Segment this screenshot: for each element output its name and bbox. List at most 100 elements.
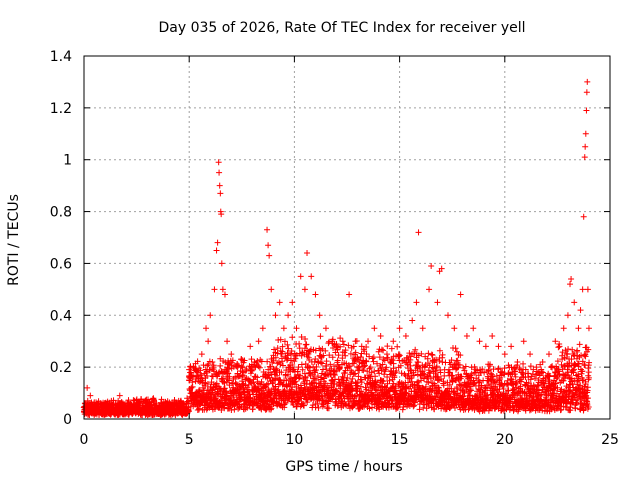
data-point	[229, 357, 236, 364]
data-point	[411, 402, 418, 409]
data-point	[581, 352, 588, 359]
data-point	[238, 363, 245, 370]
data-point-peak	[301, 286, 308, 293]
y-tick-label: 0	[63, 412, 72, 428]
data-point-peak	[184, 395, 191, 402]
data-point	[337, 335, 344, 342]
data-point	[292, 352, 299, 359]
data-point	[352, 349, 359, 356]
data-point	[286, 376, 293, 383]
data-point	[380, 377, 387, 384]
data-point	[467, 387, 474, 394]
data-point	[311, 358, 318, 365]
data-point	[330, 371, 337, 378]
data-point	[378, 346, 385, 353]
data-point	[272, 383, 279, 390]
data-point-peak	[426, 286, 433, 293]
data-point	[366, 405, 373, 412]
data-point	[386, 377, 393, 384]
data-point	[408, 378, 415, 385]
data-point	[205, 361, 212, 368]
data-point	[398, 370, 405, 377]
data-point	[448, 357, 455, 364]
data-point	[214, 373, 221, 380]
data-point-peak	[190, 364, 197, 371]
data-point-peak	[438, 265, 445, 272]
data-point-peak	[228, 351, 235, 358]
data-point	[580, 406, 587, 413]
data-point	[350, 343, 357, 350]
data-point-peak	[377, 333, 384, 340]
data-point-peak	[365, 338, 372, 345]
data-point	[225, 370, 232, 377]
data-point-peak	[218, 211, 225, 218]
data-point	[313, 363, 320, 370]
data-point	[452, 345, 459, 352]
data-point-peak	[188, 384, 195, 391]
data-point	[267, 403, 274, 410]
data-point	[239, 372, 246, 379]
data-point	[289, 334, 296, 341]
x-tick-label: 5	[185, 432, 194, 448]
data-point-peak	[582, 130, 589, 137]
data-point	[357, 354, 364, 361]
data-point	[323, 358, 330, 365]
data-point	[302, 374, 309, 381]
data-point	[358, 379, 365, 386]
data-point-peak	[552, 338, 559, 345]
data-point	[258, 358, 265, 365]
data-point	[476, 378, 483, 385]
data-point	[279, 362, 286, 369]
y-tick-label: 0.2	[50, 360, 72, 376]
data-point	[435, 384, 442, 391]
data-point	[380, 347, 387, 354]
chart-title: Day 035 of 2026, Rate Of TEC Index for r…	[158, 20, 525, 36]
data-point	[259, 387, 266, 394]
data-point	[336, 365, 343, 372]
data-point	[340, 392, 347, 399]
data-point	[415, 382, 422, 389]
data-point	[288, 394, 295, 401]
data-point	[482, 385, 489, 392]
data-point	[271, 346, 278, 353]
data-point-peak	[482, 343, 489, 350]
data-point	[573, 399, 580, 406]
data-point	[510, 407, 517, 414]
data-point-peak	[163, 408, 170, 415]
data-point-peak	[584, 286, 591, 293]
data-point	[560, 377, 567, 384]
data-point	[268, 405, 275, 412]
data-point	[579, 368, 586, 375]
data-point	[531, 375, 538, 382]
data-point	[370, 354, 377, 361]
data-point-peak	[285, 312, 292, 319]
data-point	[405, 379, 412, 386]
data-point-peak	[207, 312, 214, 319]
data-point	[342, 352, 349, 359]
data-point	[296, 345, 303, 352]
data-point	[567, 401, 574, 408]
data-point-peak	[214, 239, 221, 246]
data-point-peak	[91, 405, 98, 412]
data-point	[454, 364, 461, 371]
data-point-peak	[470, 325, 477, 332]
data-point-peak	[583, 89, 590, 96]
data-point	[415, 359, 422, 366]
data-point	[554, 384, 561, 391]
data-point	[572, 361, 579, 368]
data-point	[315, 404, 322, 411]
data-point	[298, 395, 305, 402]
data-point	[295, 364, 302, 371]
data-point-peak	[255, 338, 262, 345]
data-point	[516, 365, 523, 372]
data-point	[528, 389, 535, 396]
data-point	[376, 370, 383, 377]
data-point	[570, 366, 577, 373]
data-point	[204, 381, 211, 388]
data-point-peak	[444, 312, 451, 319]
data-point-peak	[219, 286, 226, 293]
data-point-peak	[293, 325, 300, 332]
data-point	[249, 366, 256, 373]
data-point	[402, 385, 409, 392]
y-tick-label: 1.2	[50, 101, 72, 117]
